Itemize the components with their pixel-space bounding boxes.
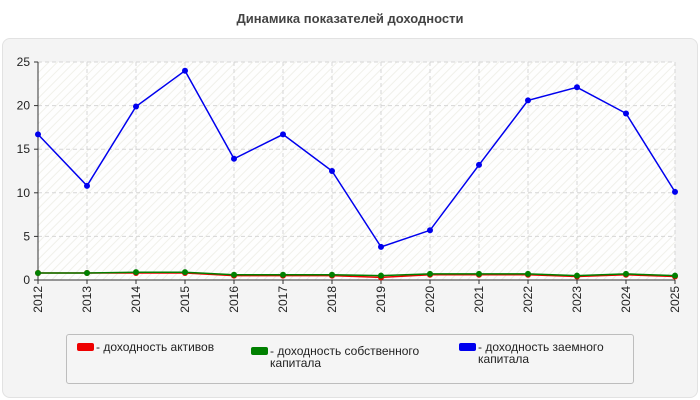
x-tick-label: 2013 [80,286,94,313]
series-equity-point [35,270,41,277]
x-tick-label: 2014 [129,286,143,313]
legend-label-equity: - доходность собственного капитала [270,344,420,370]
x-tick-label: 2020 [423,286,437,313]
series-equity-point [574,272,580,279]
legend: - доходность активов - доходность собств… [66,334,634,384]
x-tick-label: 2023 [570,286,584,313]
series-equity-point [329,271,335,278]
y-tick-label: 5 [23,229,30,243]
series-debt-point [84,182,90,189]
series-equity-point [623,270,629,277]
series-equity-point [182,269,188,276]
series-equity-point [231,271,237,278]
legend-label-debt: - доходность заемного капитала [478,340,604,366]
series-equity-point [84,270,90,277]
x-tick-label: 2019 [374,286,388,313]
series-debt-point [574,84,580,91]
y-tick-label: 25 [17,55,31,69]
series-debt-point [280,131,286,138]
series-debt-point [672,188,678,195]
series-equity-point [427,270,433,277]
series-debt-point [231,155,237,162]
y-tick-label: 20 [17,99,31,113]
x-tick-label: 2025 [668,286,682,313]
x-tick-label: 2017 [276,286,290,313]
y-tick-label: 0 [23,273,30,287]
legend-label-assets: - доходность активов [96,340,215,354]
series-equity-point [378,272,384,279]
series-equity-point [476,270,482,277]
legend-swatch-debt [459,343,476,351]
series-equity-point [672,272,678,279]
x-tick-label: 2016 [227,286,241,313]
series-debt-point [182,67,188,74]
series-debt-line [37,69,676,248]
x-tick-label: 2012 [31,286,45,313]
series-debt-point [35,131,41,138]
x-tick-label: 2022 [521,286,535,313]
legend-swatch-assets [77,343,94,351]
series-assets-line [38,272,676,279]
series-debt-point [378,243,384,250]
series-debt-point [329,168,335,174]
series-debt-point [476,161,482,168]
chart-title: Динамика показателей доходности [236,11,464,26]
plot-area [38,62,675,280]
series-equity-point [525,270,531,277]
y-tick-label: 10 [17,186,31,200]
series-debt-point [525,97,531,104]
series-equity-point [280,271,286,278]
series-debt-point [623,110,629,117]
x-tick-label: 2018 [325,286,339,313]
series-debt-point [427,227,433,234]
legend-swatch-equity [251,347,268,355]
x-tick-label: 2015 [178,286,192,313]
series-equity-point [133,269,139,276]
series-debt-point [133,103,139,110]
x-tick-label: 2024 [619,286,633,313]
series-equity-line [38,271,676,277]
x-tick-label: 2021 [472,286,486,313]
y-tick-label: 15 [17,142,31,156]
